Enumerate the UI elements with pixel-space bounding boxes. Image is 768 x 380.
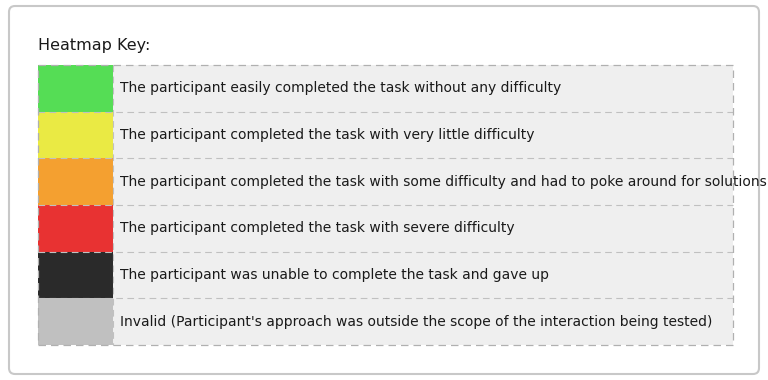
FancyBboxPatch shape bbox=[9, 6, 759, 374]
Bar bbox=[38, 205, 113, 252]
Text: The participant completed the task with very little difficulty: The participant completed the task with … bbox=[120, 128, 535, 142]
Bar bbox=[38, 65, 733, 345]
Text: The participant completed the task with severe difficulty: The participant completed the task with … bbox=[120, 221, 515, 235]
Text: Invalid (Participant's approach was outside the scope of the interaction being t: Invalid (Participant's approach was outs… bbox=[120, 315, 713, 329]
Text: The participant completed the task with some difficulty and had to poke around f: The participant completed the task with … bbox=[120, 175, 766, 188]
Bar bbox=[38, 298, 113, 345]
Bar bbox=[38, 158, 113, 205]
Bar bbox=[38, 65, 733, 345]
Text: Heatmap Key:: Heatmap Key: bbox=[38, 38, 151, 53]
Bar bbox=[38, 252, 113, 298]
Text: The participant easily completed the task without any difficulty: The participant easily completed the tas… bbox=[120, 81, 561, 95]
Bar bbox=[38, 112, 113, 158]
Text: The participant was unable to complete the task and gave up: The participant was unable to complete t… bbox=[120, 268, 549, 282]
Bar bbox=[38, 65, 113, 112]
